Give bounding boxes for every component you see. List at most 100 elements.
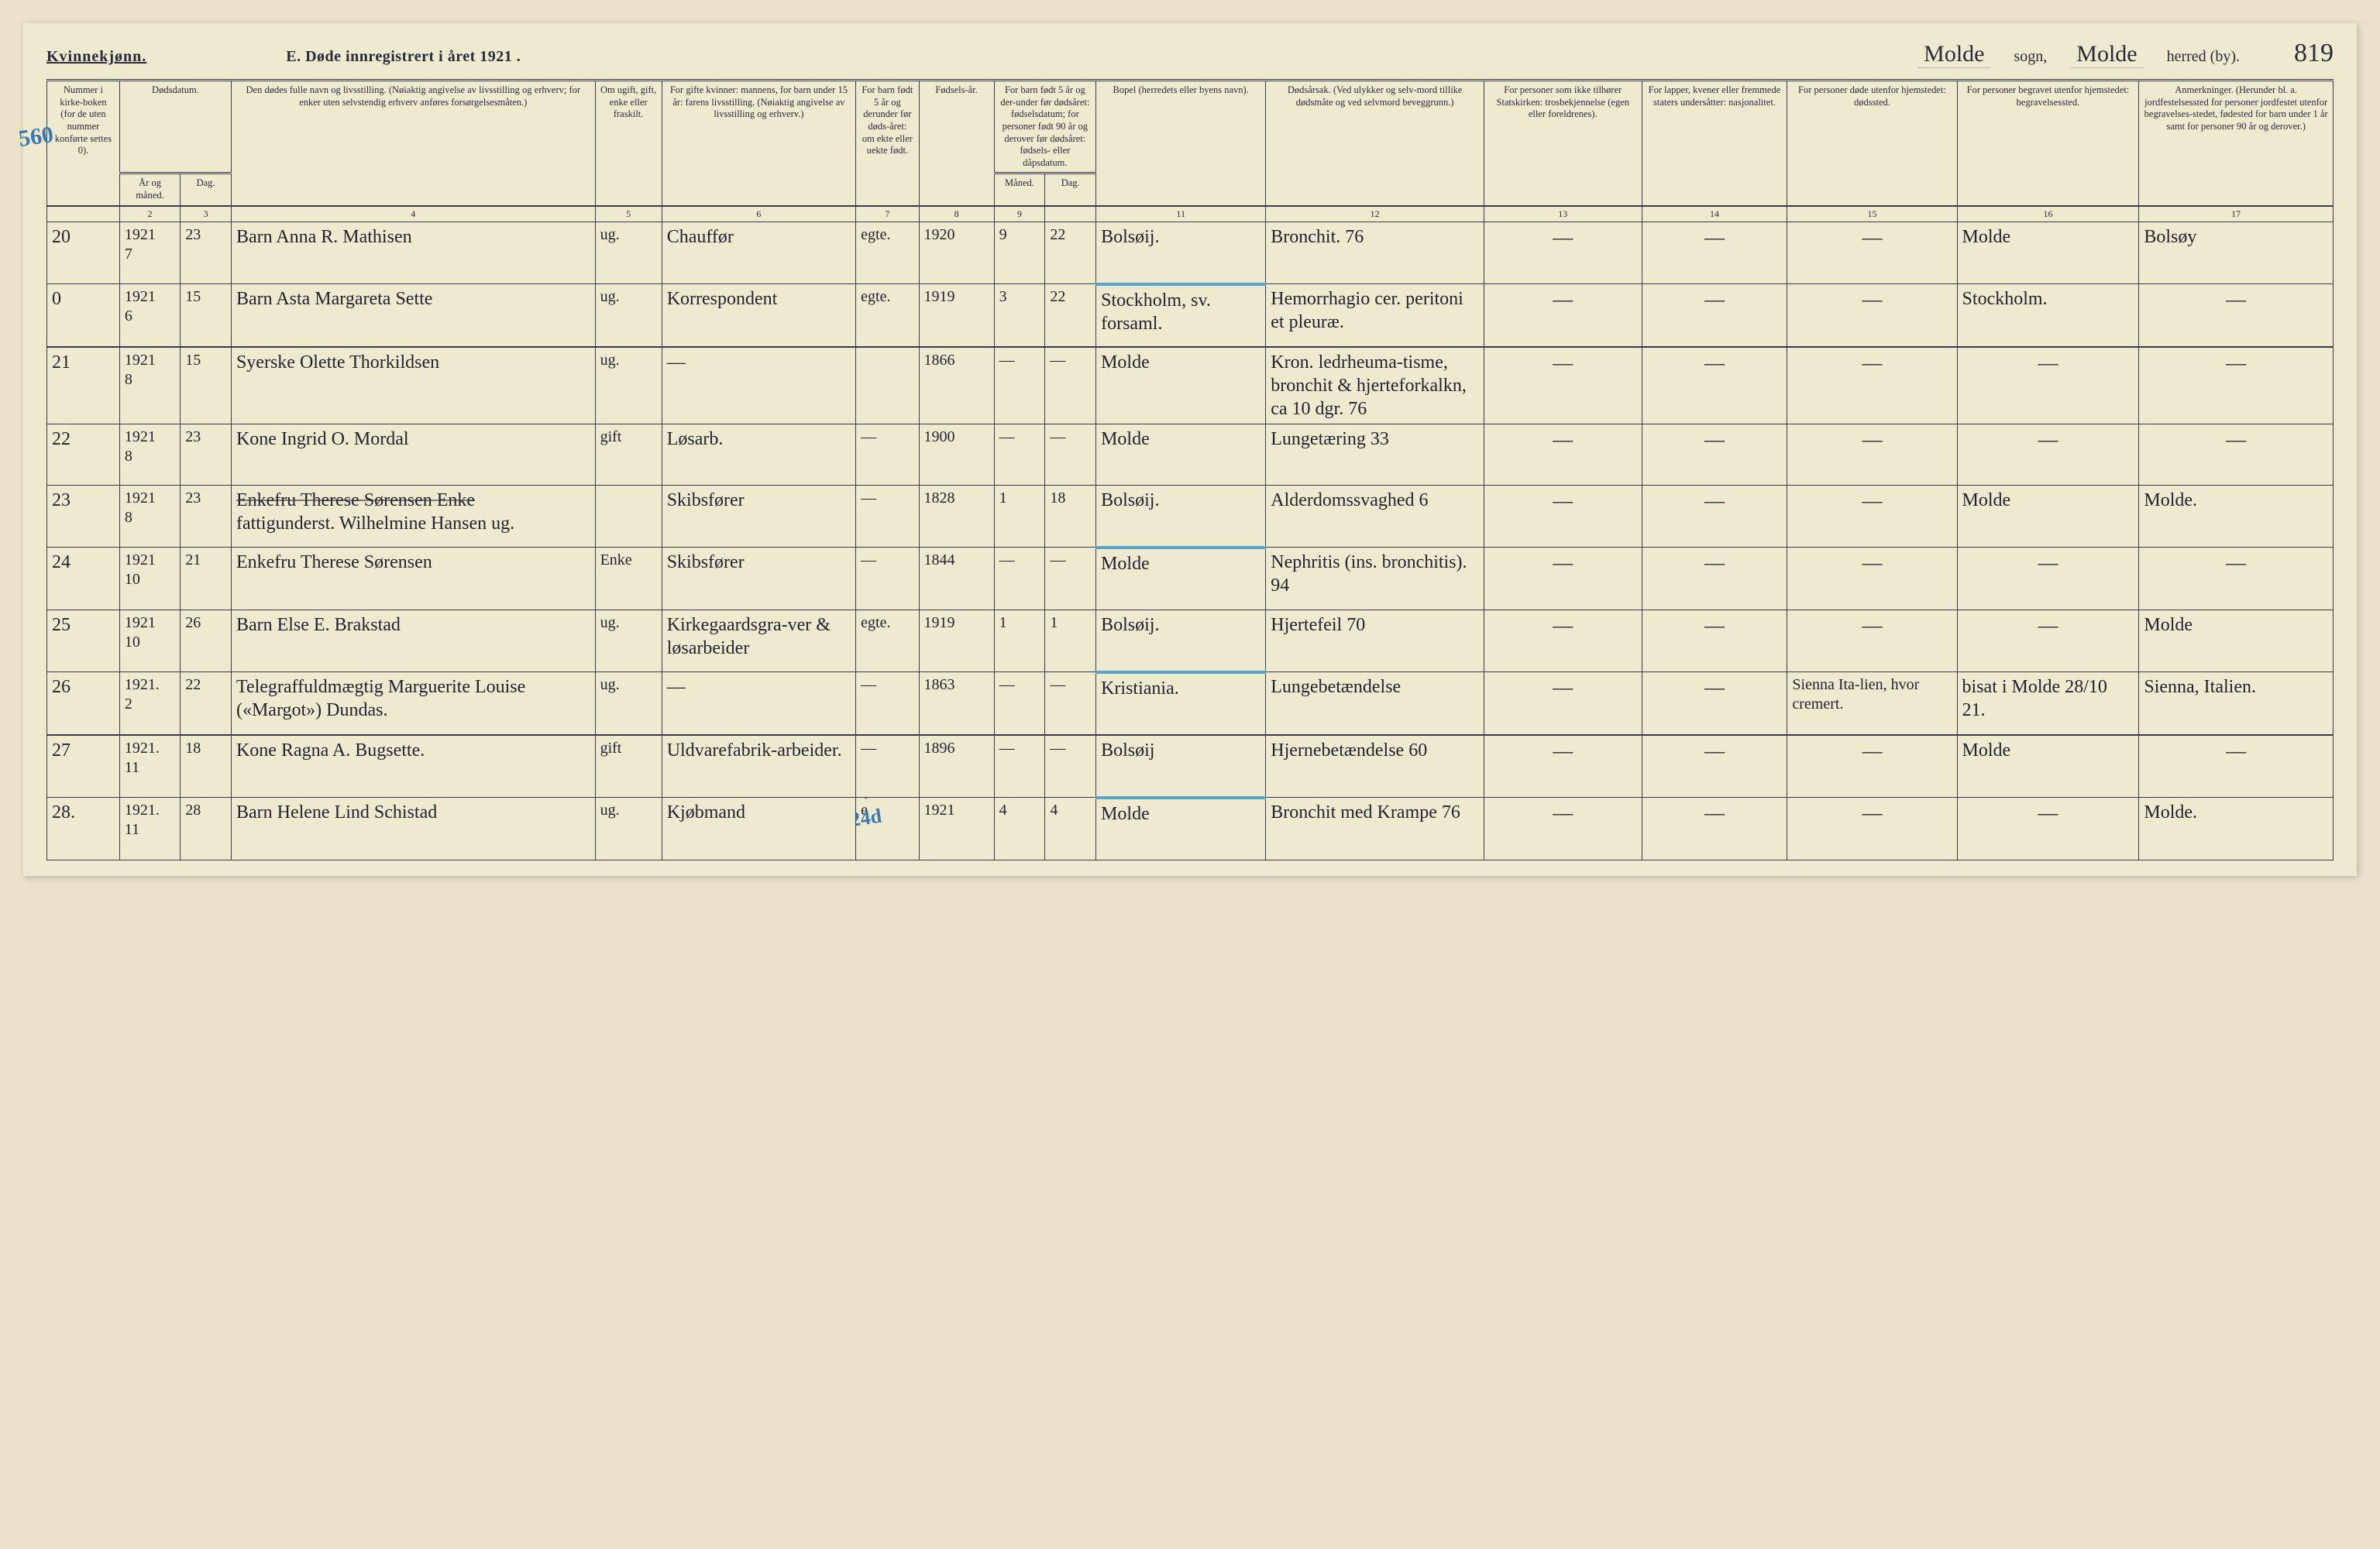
cell: Chauffør xyxy=(662,222,855,284)
col-index: 8 xyxy=(919,206,994,222)
cell: Molde xyxy=(1096,424,1266,485)
cell: — xyxy=(1484,222,1642,284)
cell: 1 xyxy=(1045,610,1096,672)
cell: — xyxy=(1484,284,1642,347)
col-anm: Anmerkninger. (Herunder bl. a. jordfeste… xyxy=(2139,81,2334,206)
cell: 22 xyxy=(1045,222,1096,284)
cell: ug. xyxy=(595,347,662,424)
cell: 1921.11 xyxy=(119,735,180,798)
col-fodselsar: Fødsels-år. xyxy=(919,81,994,206)
cell: Lungebetændelse xyxy=(1266,672,1484,735)
cell: 19216 xyxy=(119,284,180,347)
cell: 21 xyxy=(47,347,120,424)
col-stats: For personer som ikke tilhører Statskirk… xyxy=(1484,81,1642,206)
cell: — xyxy=(994,672,1045,735)
table-row: 2519211026Barn Else E. Brakstadug.Kirkeg… xyxy=(47,610,2334,672)
table-row: 221921823Kone Ingrid O. MordalgiftLøsarb… xyxy=(47,424,2334,485)
cell: 18 xyxy=(1045,485,1096,548)
cell: — xyxy=(1484,485,1642,548)
cell: 192110 xyxy=(119,610,180,672)
column-number-row: 2345678911121314151617 xyxy=(47,206,2334,222)
cell: 22 xyxy=(47,424,120,485)
cell: 1828 xyxy=(919,485,994,548)
cell: — xyxy=(994,548,1045,610)
col-index xyxy=(1045,206,1096,222)
cell: 1896 xyxy=(919,735,994,798)
col-index: 7 xyxy=(856,206,919,222)
cell: 1844 xyxy=(919,548,994,610)
cell: — xyxy=(1957,548,2139,610)
cell: — xyxy=(1787,424,1957,485)
col-index: 12 xyxy=(1266,206,1484,222)
cell: — xyxy=(856,735,919,798)
cell: Kron. ledrheuma-tisme, bronchit & hjerte… xyxy=(1266,347,1484,424)
cell: Bolsøij xyxy=(1096,735,1266,798)
cell: 26 xyxy=(47,672,120,735)
cell: — xyxy=(2139,424,2334,485)
cell: 0 xyxy=(47,284,120,347)
cell: ug. xyxy=(595,222,662,284)
cell: 19218 xyxy=(119,347,180,424)
col-ugift: Om ugift, gift, enke eller fraskilt. xyxy=(595,81,662,206)
col-index: 11 xyxy=(1096,206,1266,222)
cell: 15 xyxy=(181,284,232,347)
cell: — xyxy=(1787,735,1957,798)
col-dodsdatum: Dødsdatum. xyxy=(119,81,231,173)
cell: — xyxy=(1484,798,1642,860)
cell: 4 xyxy=(994,798,1045,860)
table-row: 2419211021Enkefru Therese SørensenEnkeSk… xyxy=(47,548,2334,610)
cell: 1921.2 xyxy=(119,672,180,735)
cell: e0 7m 24d xyxy=(856,798,919,860)
cell: 1863 xyxy=(919,672,994,735)
col-index: 6 xyxy=(662,206,855,222)
cell: — xyxy=(1787,798,1957,860)
cell: 20 xyxy=(47,222,120,284)
cell: Molde xyxy=(1957,485,2139,548)
col-ar: År og måned. xyxy=(119,173,180,206)
cell: 1919 xyxy=(919,610,994,672)
col-index: 4 xyxy=(231,206,595,222)
cell: — xyxy=(1642,672,1787,735)
col-index: 13 xyxy=(1484,206,1642,222)
cell: Barn Anna R. Mathisen xyxy=(231,222,595,284)
cell: egte. xyxy=(856,610,919,672)
cell: 19217 xyxy=(119,222,180,284)
cell: — xyxy=(1642,798,1787,860)
table-header: Nummer i kirke-boken (for de uten nummer… xyxy=(47,81,2334,222)
cell: 23 xyxy=(181,222,232,284)
col-begr: For personer begravet utenfor hjemstedet… xyxy=(1957,81,2139,206)
cell: 24 xyxy=(47,548,120,610)
cell: — xyxy=(1642,284,1787,347)
col-dag2: Dag. xyxy=(1045,173,1096,206)
col-index: 2 xyxy=(119,206,180,222)
cell: 1 xyxy=(994,485,1045,548)
cell: 26 xyxy=(181,610,232,672)
cell: Bolsøij. xyxy=(1096,485,1266,548)
cell: ug. xyxy=(595,798,662,860)
cell: Sienna Ita-lien, hvor cremert. xyxy=(1787,672,1957,735)
cell: Enkefru Therese Sørensen Enkefattigunder… xyxy=(231,485,595,548)
cell: 21 xyxy=(181,548,232,610)
cell: 192110 xyxy=(119,548,180,610)
cell: Hemorrhagio cer. peritoni et pleuræ. xyxy=(1266,284,1484,347)
cell: 1919 xyxy=(919,284,994,347)
cell: — xyxy=(1484,548,1642,610)
cell: — xyxy=(1045,548,1096,610)
herred-value: Molde xyxy=(2070,41,2143,68)
col-mannens: For gifte kvinner: mannens, for barn und… xyxy=(662,81,855,206)
cell: — xyxy=(994,347,1045,424)
cell: — xyxy=(1642,222,1787,284)
cell: Skibsfører xyxy=(662,548,855,610)
col-index: 3 xyxy=(181,206,232,222)
cell: — xyxy=(1787,485,1957,548)
cell: 1900 xyxy=(919,424,994,485)
cell: — xyxy=(1642,548,1787,610)
cell: — xyxy=(856,548,919,610)
cell: — xyxy=(1957,424,2139,485)
cell: Hjertefeil 70 xyxy=(1266,610,1484,672)
col-index: 15 xyxy=(1787,206,1957,222)
cell: 9 xyxy=(994,222,1045,284)
col-index: 17 xyxy=(2139,206,2334,222)
cell: — xyxy=(1484,347,1642,424)
table-row: 211921815Syerske Olette Thorkildsenug.—1… xyxy=(47,347,2334,424)
